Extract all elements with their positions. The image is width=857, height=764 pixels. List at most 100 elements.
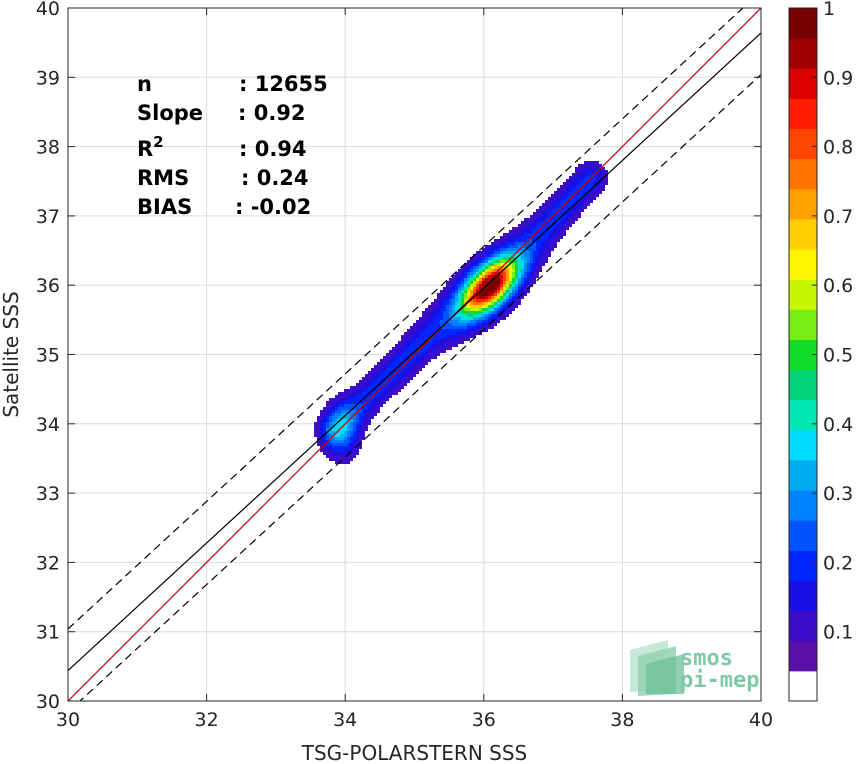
density-cell [377,395,380,398]
density-cell [566,227,569,230]
colorbar-band [789,490,817,521]
density-cell [365,422,368,425]
density-cell [449,329,452,332]
colorbar-band [789,369,817,401]
density-cell [506,245,509,248]
density-cell [542,251,545,254]
density-cell [494,281,497,284]
density-cell [494,323,497,326]
density-cell [581,206,584,209]
density-cell [497,296,500,299]
density-cell [455,308,458,311]
stat-label: Slope [137,101,203,125]
density-cell [344,446,347,449]
density-cell [482,299,485,302]
density-cell [545,251,548,254]
density-cell [341,422,344,425]
density-cell [569,209,572,212]
density-cell [506,266,509,269]
y-tick-label: 30 [36,691,60,713]
density-cell [440,311,443,314]
density-cell [473,329,476,332]
stat-label-superscript: 2 [153,133,163,151]
density-cell [530,239,533,242]
density-cell [458,338,461,341]
density-cell [524,227,527,230]
density-cell [341,452,344,455]
density-cell [479,299,482,302]
density-cell [488,290,491,293]
density-cell [509,260,512,263]
density-cell [449,281,452,284]
colorbar-band [789,429,817,461]
density-cell [524,266,527,269]
density-cell [539,209,542,212]
density-cell [503,251,506,254]
density-cell [356,440,359,443]
density-cell [365,425,368,428]
density-cell [440,305,443,308]
density-cell [590,167,593,170]
density-cell [500,260,503,263]
density-cell [374,368,377,371]
density-cell [536,260,539,263]
density-cell [533,236,536,239]
density-cell [440,308,443,311]
density-cell [440,302,443,305]
density-cell [461,311,464,314]
density-cell [347,410,350,413]
density-cell [455,302,458,305]
density-cell [560,209,563,212]
density-cell [497,290,500,293]
density-cell [449,284,452,287]
density-cell [503,260,506,263]
density-cell [422,317,425,320]
density-cell [494,242,497,245]
density-cell [437,296,440,299]
density-cell [503,299,506,302]
density-cell [449,293,452,296]
density-cell [560,221,563,224]
density-cell [572,206,575,209]
density-cell [329,431,332,434]
density-cell [350,419,353,422]
density-cell [539,266,542,269]
density-cell [371,392,374,395]
density-cell [458,332,461,335]
density-cell [497,302,500,305]
density-cell [464,311,467,314]
density-cell [344,410,347,413]
density-cell [326,407,329,410]
density-cell [395,368,398,371]
density-cell [422,314,425,317]
density-cell [542,221,545,224]
density-cell [446,290,449,293]
density-cell [527,263,530,266]
density-cell [530,224,533,227]
density-cell [548,251,551,254]
density-cell [389,371,392,374]
density-cell [377,392,380,395]
density-cell [473,305,476,308]
stat-value: : 0.94 [239,137,307,161]
density-cell [542,263,545,266]
density-cell [377,368,380,371]
density-cell [320,449,323,452]
density-cell [590,179,593,182]
density-cell [470,287,473,290]
density-cell [599,164,602,167]
density-cell [407,377,410,380]
density-cell [509,287,512,290]
density-cell [371,407,374,410]
density-cell [590,182,593,185]
density-cell [464,272,467,275]
density-cell [386,359,389,362]
density-cell [533,245,536,248]
density-cell [434,353,437,356]
density-cell [356,446,359,449]
density-cell [506,293,509,296]
density-cell [524,221,527,224]
density-cell [491,302,494,305]
density-cell [554,245,557,248]
density-cell [392,389,395,392]
